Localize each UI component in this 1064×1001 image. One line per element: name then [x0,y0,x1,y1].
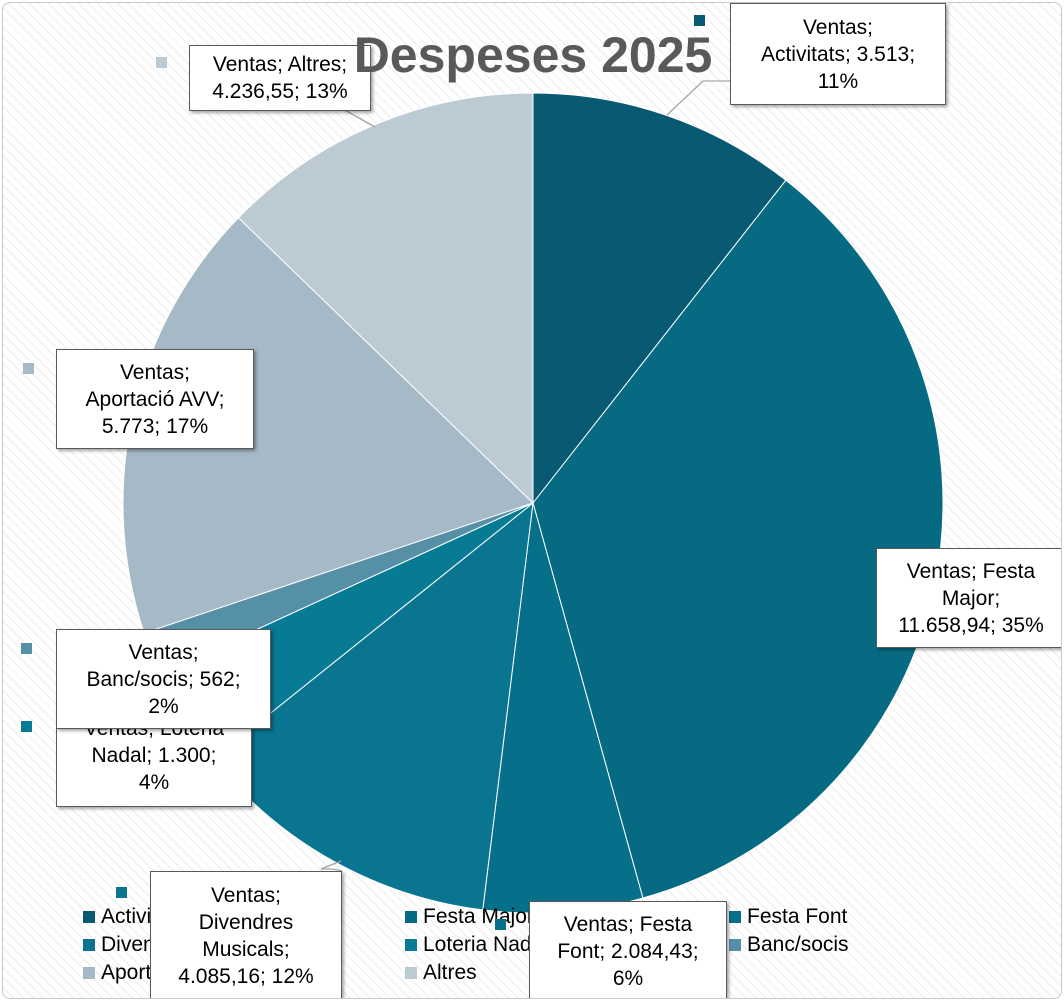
legend-label: Loteria Nadal [423,933,548,956]
data-label-banc-socis: Ventas; Banc/socis; 562; 2% [56,629,271,729]
legend-swatch [405,967,417,979]
callout-key-divendres-musicals [116,887,127,898]
legend-swatch [83,967,95,979]
pie-slice-activitats[interactable] [532,92,787,505]
legend-swatch [729,939,741,951]
callout-key-festa-font [495,919,506,930]
callout-key-loteria-nadal [21,721,32,732]
legend-item-banc-socis[interactable]: Banc/socis [729,933,849,957]
leader-line [666,80,730,116]
legend-swatch [405,911,417,923]
legend-swatch [83,939,95,951]
legend-item-festa-major[interactable]: Festa Major [405,905,534,929]
data-label-festa-font: Ventas; Festa Font; 2.084,43; 6% [529,901,727,998]
callout-key-altres [156,57,167,68]
legend-label: Festa Major [423,905,534,928]
legend-label: Festa Font [747,905,848,928]
data-label-aportacio-avv: Ventas; Aportació AVV; 5.773; 17% [56,349,254,449]
callout-key-aportacio-avv [23,363,34,374]
leader-line [320,860,343,872]
legend-swatch [405,939,417,951]
legend-swatch [83,911,95,923]
legend-swatch [729,911,741,923]
legend-item-altres[interactable]: Altres [405,961,477,985]
callout-key-activitats [694,15,705,26]
leader-line [342,108,376,128]
pie-chart [122,80,944,914]
legend-item-festa-font[interactable]: Festa Font [729,905,847,929]
data-label-festa-major: Ventas; Festa Major; 11.658,94; 35% [876,548,1061,648]
data-label-activitats: Ventas; Activitats; 3.513; 11% [730,3,946,105]
data-label-altres: Ventas; Altres; 4.236,55; 13% [189,45,371,111]
callout-key-banc-socis [21,643,32,654]
data-label-divendres-musicals: Ventas; Divendres Musicals; 4.085,16; 12… [150,871,342,998]
legend-label: Altres [423,961,477,984]
legend-label: Banc/socis [747,933,849,956]
leader-lines [320,80,730,872]
legend-item-loteria-nadal[interactable]: Loteria Nadal [405,933,548,957]
chart-title: Despeses 2025 [353,27,713,83]
